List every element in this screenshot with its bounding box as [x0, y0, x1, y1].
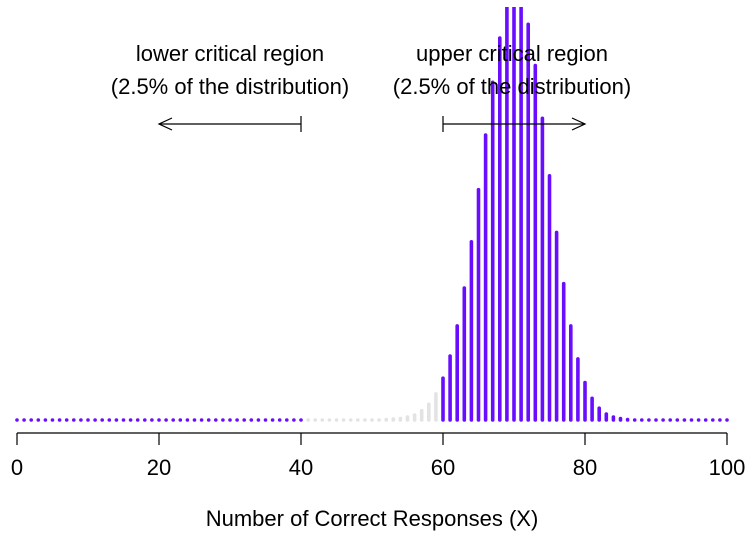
x-tick-label: 80 — [573, 455, 597, 480]
x-tick-label: 0 — [11, 455, 23, 480]
x-tick-label: 40 — [289, 455, 313, 480]
annotation-text: upper critical region — [416, 41, 608, 66]
arrow-head — [571, 117, 587, 131]
x-axis-label: Number of Correct Responses (X) — [206, 506, 539, 531]
annotation-text: (2.5% of the distribution) — [111, 74, 349, 99]
arrow-head — [157, 117, 173, 131]
x-tick-label: 20 — [147, 455, 171, 480]
x-tick-label: 60 — [431, 455, 455, 480]
x-tick-label: 100 — [709, 455, 746, 480]
annotation-text: (2.5% of the distribution) — [393, 74, 631, 99]
bars — [15, 7, 729, 422]
annotation-text: lower critical region — [136, 41, 324, 66]
